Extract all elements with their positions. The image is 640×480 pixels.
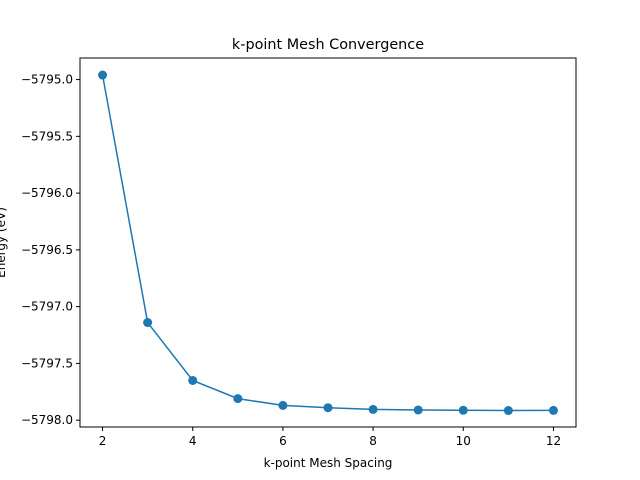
x-tick-label: 4 <box>189 434 197 448</box>
y-tick-label: −5798.0 <box>21 413 73 427</box>
data-point <box>188 375 198 385</box>
data-point <box>323 403 333 413</box>
ticks: 2 4 6 8 10 12 −5798.0 −5797.5 −5797.0 −5796.5 −579… <box>21 73 561 448</box>
data-point <box>503 406 513 416</box>
x-tick-label: 10 <box>456 434 471 448</box>
data-point <box>548 405 558 415</box>
data-point <box>278 400 288 410</box>
chart-title: k-point Mesh Convergence <box>232 37 424 53</box>
y-tick-label: −5797.5 <box>21 356 73 370</box>
data-point <box>413 405 423 415</box>
data-point <box>98 70 108 80</box>
y-tick-label: −5796.0 <box>21 186 73 200</box>
x-axis-label: k-point Mesh Spacing <box>264 456 393 470</box>
data-point <box>233 394 243 404</box>
plot-frame <box>79 57 577 428</box>
series-layer <box>98 70 558 416</box>
x-tick-label: 8 <box>369 434 377 448</box>
y-tick-label: −5796.5 <box>21 243 73 257</box>
y-tick-label: −5795.0 <box>21 73 73 87</box>
y-tick-label: −5795.5 <box>21 129 73 143</box>
x-tick-label: 2 <box>99 434 107 448</box>
x-tick-label: 12 <box>546 434 561 448</box>
x-tick-label: 6 <box>279 434 287 448</box>
data-point <box>368 404 378 414</box>
data-point <box>143 318 153 328</box>
y-tick-label: −5797.0 <box>21 300 73 314</box>
y-axis-label: Energy (eV) <box>0 207 8 278</box>
data-point <box>458 405 468 415</box>
